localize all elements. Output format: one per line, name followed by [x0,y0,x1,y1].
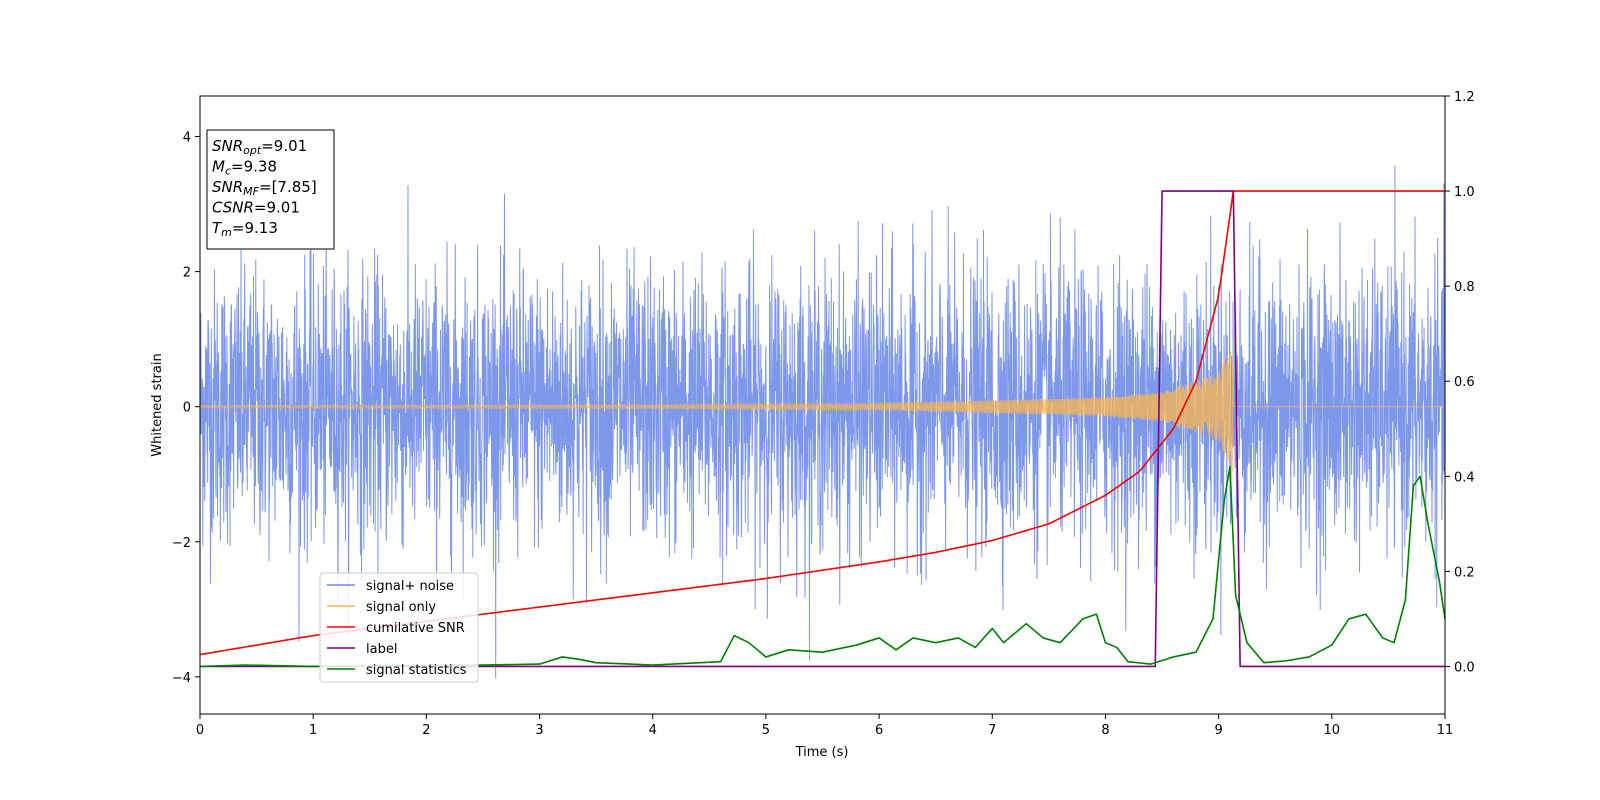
annotation-frame [206,129,335,250]
x-axis-label: Time (s) [795,745,849,760]
x-tick-label: 4 [649,723,657,738]
annotation-line: CSNR=9.01 [212,199,300,217]
x-tick-label: 3 [535,723,543,738]
x-axis: 0 1 2 3 4 5 6 7 8 9 10 11 [196,714,1453,738]
y-left-tick-label: 2 [183,266,191,281]
x-tick-label: 0 [196,723,204,738]
plot-frame [199,95,1446,715]
y-right-tick-label: 0.6 [1454,375,1475,390]
series-signal-only [199,339,1445,472]
x-tick-label: 11 [1437,723,1454,738]
x-tick-label: 8 [1101,723,1109,738]
x-tick-label: 2 [422,723,430,738]
y-right-tick-label: 0.8 [1454,280,1475,295]
annotation-line: SNRMF=[7.85] [212,178,317,198]
y-right-tick-label: 1.2 [1454,90,1475,105]
x-tick-label: 9 [1214,723,1222,738]
y-left-tick-label: −2 [172,536,191,551]
legend-label: label [366,642,397,657]
y-axis-label: Whitened strain [150,353,165,456]
y-left-tick-label: 4 [183,131,191,146]
legend-label: cumilative SNR [366,621,465,636]
legend-label: signal+ noise [366,579,454,594]
y-axis-left: −4 −2 0 2 4 [172,131,200,686]
series-label [200,190,1445,668]
legend-frame [319,572,479,683]
y-right-tick-label: 0.2 [1454,565,1475,580]
x-tick-label: 7 [988,723,996,738]
annotation-line: SNRopt=9.01 [212,137,307,157]
annotation-line: Mc=9.38 [212,158,277,178]
y-right-tick-label: 0.0 [1454,660,1475,675]
legend-label: signal statistics [366,663,467,678]
legend: signal+ noise signal only cumilative SNR la… [319,572,479,683]
y-left-tick-label: −4 [172,671,191,686]
annotation-line: Tm=9.13 [212,219,278,239]
y-left-tick-label: 0 [183,401,191,416]
x-tick-label: 1 [309,723,317,738]
x-tick-label: 5 [762,723,770,738]
y-right-tick-label: 0.4 [1454,470,1475,485]
y-right-tick-label: 1.0 [1454,185,1475,200]
y-axis-right: 0.0 0.2 0.4 0.6 0.8 1.0 1.2 [1445,90,1475,675]
x-tick-label: 6 [875,723,883,738]
legend-label: signal only [366,600,436,615]
series-signal-statistics [199,466,1446,668]
x-tick-label: 10 [1324,723,1341,738]
